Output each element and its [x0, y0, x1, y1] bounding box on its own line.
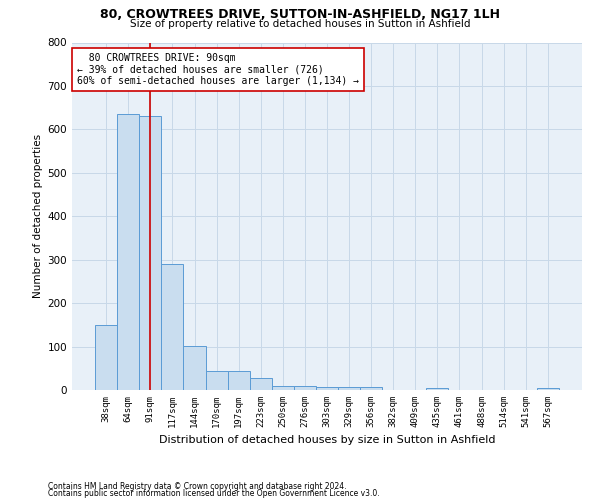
Bar: [206, 371, 227, 390]
Bar: [272, 386, 294, 390]
Text: 80, CROWTREES DRIVE, SUTTON-IN-ASHFIELD, NG17 1LH: 80, CROWTREES DRIVE, SUTTON-IN-ASHFIELD,…: [100, 8, 500, 20]
Bar: [161, 264, 184, 390]
Bar: [117, 114, 139, 390]
Bar: [250, 378, 272, 390]
Bar: [537, 388, 559, 390]
Bar: [227, 371, 250, 390]
X-axis label: Distribution of detached houses by size in Sutton in Ashfield: Distribution of detached houses by size …: [159, 436, 495, 446]
Bar: [95, 325, 117, 390]
Bar: [360, 388, 382, 390]
Bar: [427, 388, 448, 390]
Y-axis label: Number of detached properties: Number of detached properties: [34, 134, 43, 298]
Text: Contains public sector information licensed under the Open Government Licence v3: Contains public sector information licen…: [48, 489, 380, 498]
Text: Contains HM Land Registry data © Crown copyright and database right 2024.: Contains HM Land Registry data © Crown c…: [48, 482, 347, 491]
Bar: [294, 386, 316, 390]
Text: 80 CROWTREES DRIVE: 90sqm
← 39% of detached houses are smaller (726)
60% of semi: 80 CROWTREES DRIVE: 90sqm ← 39% of detac…: [77, 53, 359, 86]
Bar: [184, 346, 206, 390]
Text: Size of property relative to detached houses in Sutton in Ashfield: Size of property relative to detached ho…: [130, 19, 470, 29]
Bar: [139, 116, 161, 390]
Bar: [316, 388, 338, 390]
Bar: [338, 388, 360, 390]
